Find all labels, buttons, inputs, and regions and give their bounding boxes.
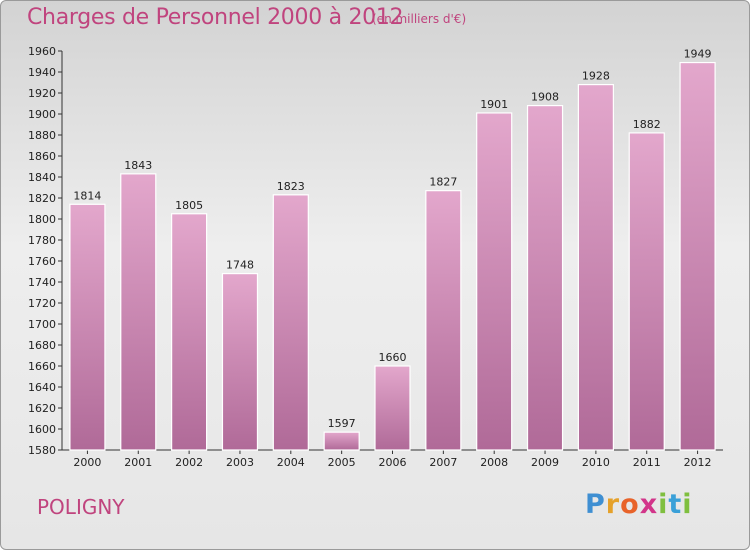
bar: [69, 203, 106, 451]
x-tick-label: 2010: [582, 456, 610, 469]
y-tick-label: 1760: [28, 255, 56, 268]
bar: [120, 173, 157, 451]
bar: [526, 104, 564, 451]
x-tick-label: 2005: [328, 456, 356, 469]
bar: [374, 365, 411, 451]
bar: [323, 431, 360, 451]
x-tick-label: 2011: [633, 456, 661, 469]
bar-value-label: 1882: [633, 118, 661, 131]
x-tick-label: 2000: [73, 456, 101, 469]
y-tick-label: 1580: [28, 444, 56, 457]
logo-letter: x: [639, 489, 659, 520]
bar-value-label: 1660: [379, 351, 407, 364]
bar-value-label: 1827: [429, 176, 457, 189]
proxiti-logo: Proxiti: [585, 489, 693, 520]
y-tick-label: 1880: [28, 129, 56, 142]
bar: [425, 190, 462, 451]
y-tick-label: 1860: [28, 150, 56, 163]
x-tick-label: 2006: [379, 456, 407, 469]
y-tick-label: 1940: [28, 66, 56, 79]
y-tick-label: 1700: [28, 318, 56, 331]
x-tick-label: 2001: [124, 456, 152, 469]
bar: [272, 194, 309, 451]
y-tick-label: 1800: [28, 213, 56, 226]
bar: [577, 83, 614, 451]
y-tick-label: 1680: [28, 339, 56, 352]
bar-value-label: 1949: [684, 48, 712, 61]
bar-value-label: 1908: [531, 91, 559, 104]
bar-value-label: 1928: [582, 70, 610, 83]
y-tick-label: 1620: [28, 402, 56, 415]
bar: [221, 273, 259, 451]
logo-letter: P: [585, 489, 606, 520]
x-tick-label: 2012: [684, 456, 712, 469]
y-tick-label: 1900: [28, 108, 56, 121]
x-tick-label: 2004: [277, 456, 305, 469]
x-tick-label: 2008: [480, 456, 508, 469]
x-tick-label: 2009: [531, 456, 559, 469]
chart-subtitle: (en milliers d'€): [372, 12, 467, 26]
y-tick-label: 1720: [28, 297, 56, 310]
y-tick-label: 1840: [28, 171, 56, 184]
bar: [628, 132, 665, 451]
bar-value-label: 1843: [124, 159, 152, 172]
bar: [679, 61, 716, 451]
x-tick-label: 2002: [175, 456, 203, 469]
bar-value-label: 1823: [277, 180, 305, 193]
logo-letter: t: [668, 489, 683, 520]
y-tick-label: 1740: [28, 276, 56, 289]
bar: [476, 112, 513, 451]
y-tick-label: 1660: [28, 360, 56, 373]
bar-value-label: 1901: [480, 98, 508, 111]
logo-letter: i: [658, 489, 669, 520]
bar-value-label: 1814: [73, 189, 101, 202]
bar-value-label: 1748: [226, 259, 254, 272]
bar-value-label: 1597: [328, 417, 356, 430]
logo-letter: i: [682, 489, 693, 520]
commune-name: POLIGNY: [37, 495, 125, 519]
logo-letter: o: [620, 489, 640, 520]
y-tick-label: 1600: [28, 423, 56, 436]
y-tick-label: 1920: [28, 87, 56, 100]
y-tick-label: 1820: [28, 192, 56, 205]
bar-value-label: 1805: [175, 199, 203, 212]
bar: [171, 213, 208, 451]
y-tick-label: 1960: [28, 45, 56, 58]
logo-letter: r: [605, 489, 621, 520]
y-tick-label: 1780: [28, 234, 56, 247]
y-tick-label: 1640: [28, 381, 56, 394]
x-tick-label: 2003: [226, 456, 254, 469]
chart-title: Charges de Personnel 2000 à 2012: [27, 5, 404, 30]
x-tick-label: 2007: [429, 456, 457, 469]
